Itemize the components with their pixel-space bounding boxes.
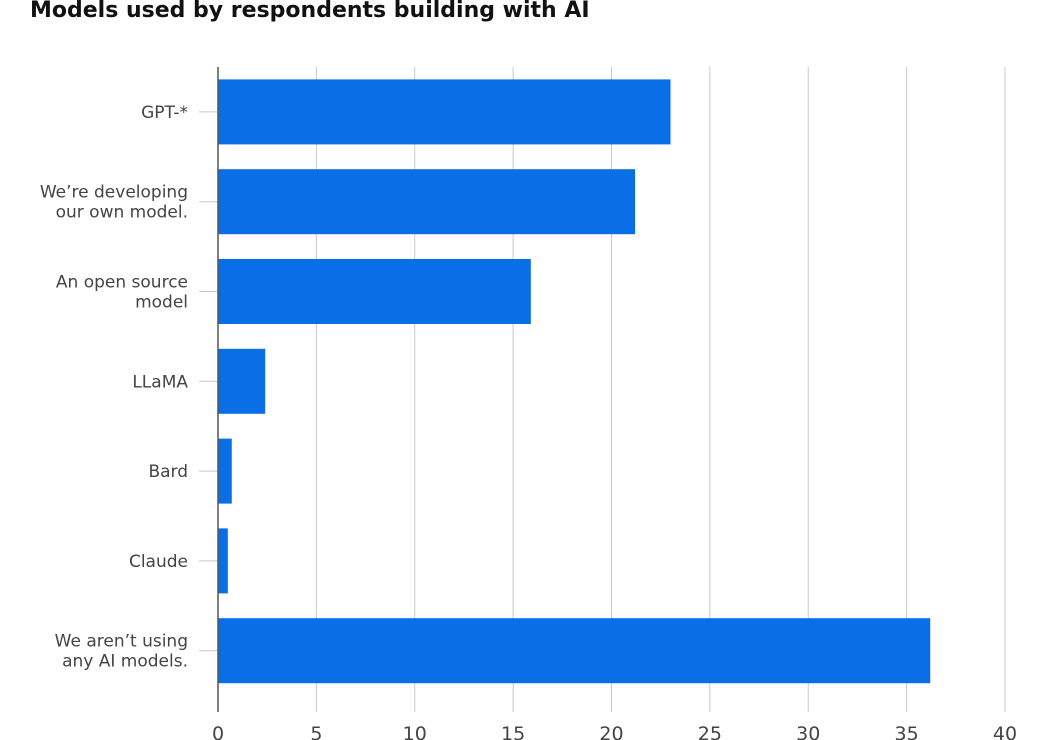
x-tick-label: 40 [993,723,1017,740]
bar [218,348,266,414]
x-tick-label: 20 [599,723,623,740]
x-tick-label: 25 [698,723,722,740]
category-label: our own model. [56,203,188,223]
category-label: Bard [148,462,188,482]
bar [218,528,228,594]
bar [218,438,232,504]
bar [218,259,531,324]
category-label: model [135,293,188,313]
x-tick-label: 30 [796,723,820,740]
category-label: GPT-* [141,103,188,123]
category-label: LLaMA [132,372,188,392]
category-label: any AI models. [62,652,188,672]
x-tick-label: 10 [403,723,427,740]
x-tick-label: 15 [501,723,525,740]
bar [218,79,671,145]
x-tick-label: 35 [895,723,919,740]
x-tick-label: 0 [212,723,224,740]
bar [218,618,931,684]
chart-title: Models used by respondents building with… [30,0,590,23]
category-label: Claude [129,552,188,572]
category-label: We aren’t using [55,632,188,652]
category-label: We’re developing [40,183,188,203]
x-tick-label: 5 [310,723,322,740]
category-label: An open source [56,273,188,293]
bar [218,169,636,235]
